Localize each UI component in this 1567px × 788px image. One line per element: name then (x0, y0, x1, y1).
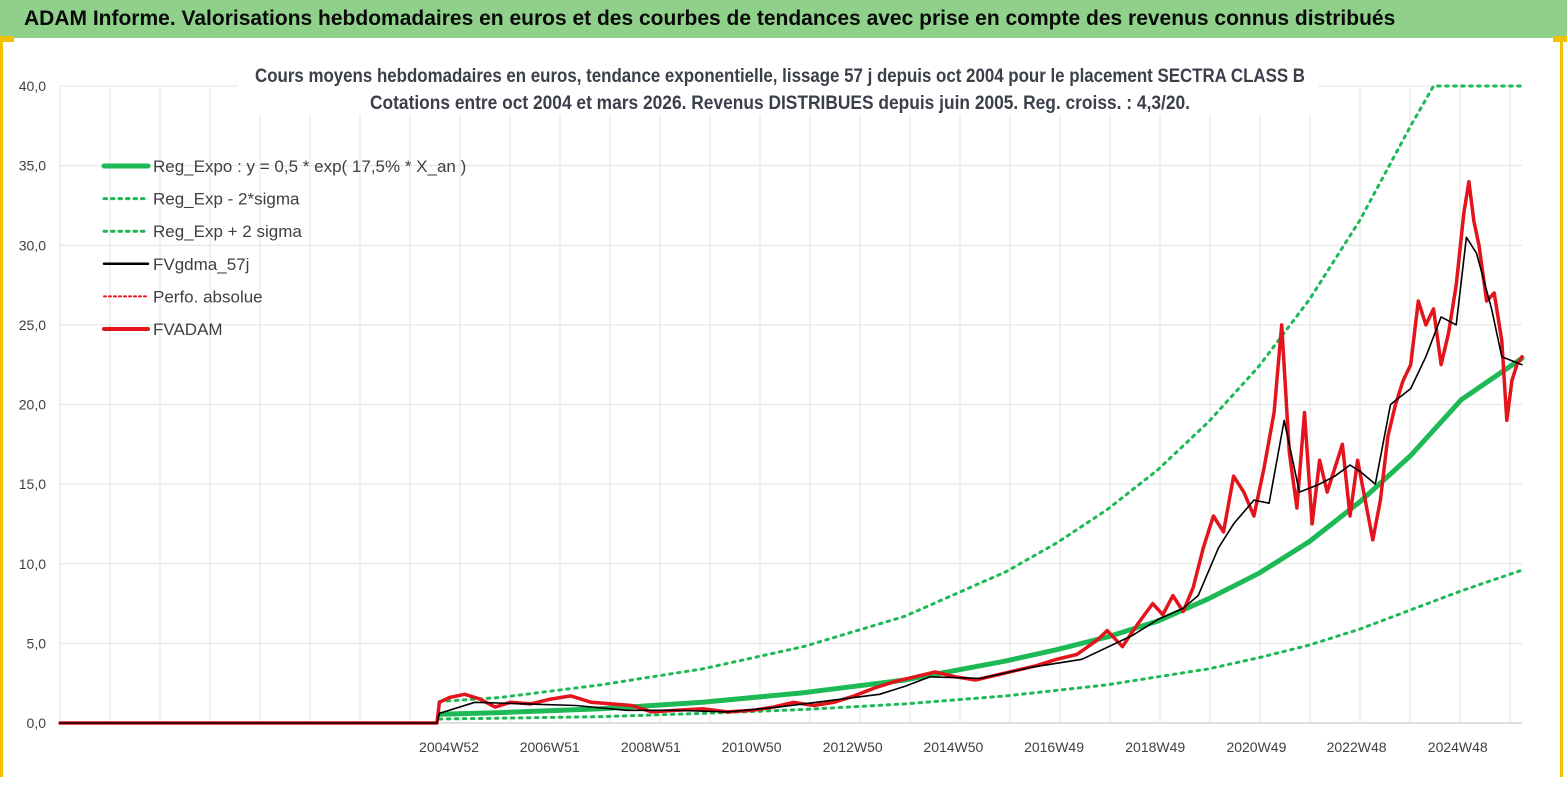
legend-label-reg_minus: Reg_Exp - 2*sigma (153, 190, 300, 209)
series-fvadam (58, 179, 1524, 725)
series-reg-plus-2sigma (437, 84, 1524, 703)
x-tick-label: 2020W49 (1226, 739, 1286, 755)
side-accent-right (1560, 42, 1563, 777)
series-layer (58, 84, 1525, 725)
y-tick-label: 25,0 (19, 317, 46, 333)
series-reg-minus-2sigma (437, 568, 1524, 721)
x-tick-label: 2014W50 (923, 739, 983, 755)
y-tick-label: 30,0 (19, 237, 46, 253)
y-tick-label: 10,0 (19, 556, 46, 572)
y-tick-label: 0,0 (27, 715, 47, 731)
corner-accent-left (0, 36, 14, 42)
x-tick-label: 2010W50 (722, 739, 782, 755)
x-tick-label: 2012W50 (823, 739, 883, 755)
corner-accent-right (1553, 36, 1567, 42)
side-accent-left (0, 42, 3, 777)
gridlines (59, 85, 1522, 724)
chart-title-line2: Cotations entre oct 2004 et mars 2026. R… (370, 93, 1190, 114)
chart-svg: 0,0 5,0 10,0 15,0 20,0 25,0 30,0 35,0 40,0 2004W… (19, 57, 1525, 755)
y-tick-label: 40,0 (19, 78, 46, 94)
y-tick-label: 15,0 (19, 476, 46, 492)
legend-label-reg_expo: Reg_Expo : y = 0,5 * exp( 17,5% * X_an ) (153, 157, 466, 176)
legend-label-fvgdma: FVgdma_57j (153, 255, 249, 274)
chart-title-line1: Cours moyens hebdomadaires en euros, ten… (255, 66, 1305, 87)
y-tick-label: 35,0 (19, 158, 46, 174)
y-tick-label: 20,0 (19, 397, 46, 413)
x-tick-label: 2016W49 (1024, 739, 1084, 755)
page-banner-title: ADAM Informe. Valorisations hebdomadaire… (0, 0, 1567, 38)
y-axis-ticks: 0,0 5,0 10,0 15,0 20,0 25,0 30,0 35,0 40,0 (19, 78, 46, 731)
x-axis-ticks: 2004W52 2006W51 2008W51 2010W50 2012W50 2014W… (419, 739, 1488, 755)
chart-titles: Cours moyens hebdomadaires en euros, ten… (238, 57, 1318, 115)
legend: Reg_Expo : y = 0,5 * exp( 17,5% * X_an )… (101, 157, 466, 339)
x-tick-label: 2006W51 (520, 739, 580, 755)
chart-area: 0,0 5,0 10,0 15,0 20,0 25,0 30,0 35,0 40,0 2004W… (0, 42, 1567, 783)
legend-label-reg_plus: Reg_Exp + 2 sigma (153, 222, 302, 241)
x-tick-label: 2004W52 (419, 739, 479, 755)
series-reg-expo (436, 355, 1525, 717)
title-background (238, 57, 1318, 115)
x-tick-label: 2018W49 (1125, 739, 1185, 755)
x-tick-label: 2024W48 (1428, 739, 1488, 755)
x-tick-label: 2008W51 (621, 739, 681, 755)
y-tick-label: 5,0 (27, 635, 47, 651)
series-fvgdma-57j (59, 236, 1523, 724)
legend-label-perfo: Perfo. absolue (153, 287, 263, 306)
legend-label-fvadam: FVADAM (153, 320, 223, 339)
x-tick-label: 2022W48 (1327, 739, 1387, 755)
